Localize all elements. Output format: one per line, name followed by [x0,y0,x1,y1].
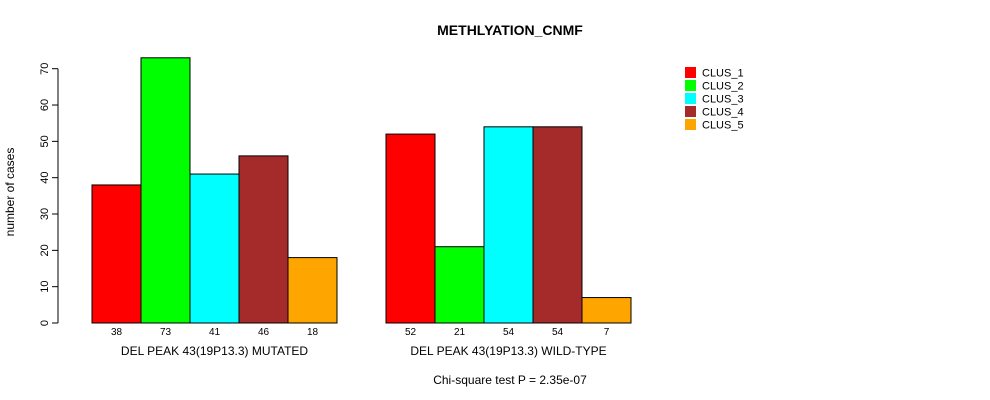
bar-clus-1-group-2 [385,133,436,324]
bar-clus-5-group-2 [581,297,632,324]
bar-count-label: 54 [503,327,515,338]
bar-clus-2-group-1 [140,57,191,324]
y-tick-label: 20 [39,244,51,256]
legend-swatch-clus-5 [685,119,696,130]
bar-count-label: 21 [454,327,466,338]
legend-label: CLUS_2 [702,80,744,92]
y-tick-label: 10 [39,281,51,293]
y-tick-label: 60 [39,99,51,111]
legend-swatch-clus-3 [685,93,696,104]
bar-count-label: 7 [604,327,610,338]
group-label-1: DEL PEAK 43(19P13.3) MUTATED [121,344,309,358]
legend-label: CLUS_5 [702,119,744,131]
legend-swatch-clus-4 [685,106,696,117]
chart-title: METHLYATION_CNMF [437,22,583,38]
bar-count-label: 46 [258,327,270,338]
legend-label: CLUS_4 [702,106,744,118]
y-axis: 0 10 20 30 40 50 60 70 [39,63,59,326]
y-axis-label: number of cases [3,148,17,237]
bar-clus-4-group-1 [238,155,289,324]
bar-count-label: 54 [552,327,564,338]
bar-clus-3-group-2 [483,126,534,324]
bar-clus-1-group-1 [91,184,142,324]
bar-count-label: 18 [307,327,319,338]
bar-clus-2-group-2 [434,246,485,324]
group-label-2: DEL PEAK 43(19P13.3) WILD-TYPE [410,344,606,358]
y-tick-label: 40 [39,172,51,184]
bar-clus-4-group-2 [532,126,583,324]
test-annotation: Chi-square test P = 2.35e-07 [433,373,587,387]
bars: 38 73 41 46 18 DEL PEAK 43(19P13.3) MUTATED 52… [91,57,632,358]
y-tick-label: 70 [39,63,51,75]
legend-label: CLUS_1 [702,67,744,79]
legend-swatch-clus-2 [685,80,696,91]
legend-label: CLUS_3 [702,93,744,105]
y-tick-label: 30 [39,208,51,220]
bar-count-label: 73 [160,327,172,338]
bar-clus-5-group-1 [287,257,338,324]
y-tick-label: 50 [39,135,51,147]
bar-clus-3-group-1 [189,173,240,324]
legend-swatch-clus-1 [685,67,696,78]
bar-count-label: 52 [405,327,417,338]
bar-count-label: 41 [209,327,221,338]
bar-count-label: 38 [111,327,123,338]
y-tick-label: 0 [39,320,51,326]
